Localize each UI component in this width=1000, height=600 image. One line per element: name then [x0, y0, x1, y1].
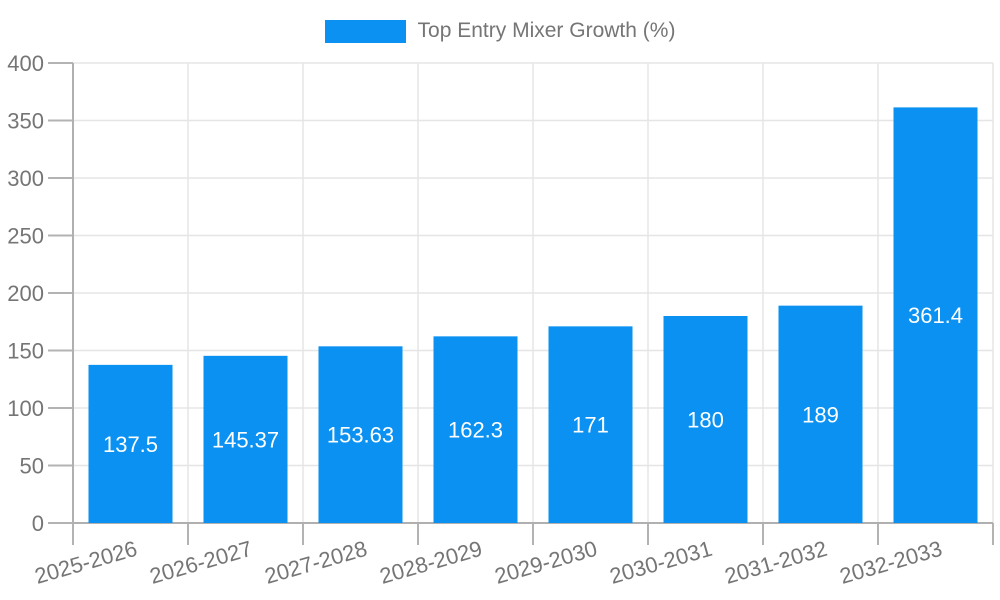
- y-tick-label: 200: [7, 281, 44, 306]
- x-tick-label: 2030-2031: [607, 536, 715, 589]
- x-tick-label: 2031-2032: [722, 536, 830, 589]
- bar-value-label: 171: [572, 413, 609, 438]
- x-tick-label: 2026-2027: [147, 536, 255, 589]
- bar-value-label: 145.37: [212, 427, 279, 452]
- y-tick-label: 250: [7, 224, 44, 249]
- bar[interactable]: [778, 305, 863, 523]
- y-tick-label: 100: [7, 396, 44, 421]
- x-tick-label: 2029-2030: [492, 536, 600, 589]
- bar-value-label: 162.3: [448, 418, 503, 443]
- bar[interactable]: [88, 364, 173, 523]
- x-tick-label: 2025-2026: [32, 536, 140, 589]
- y-tick-label: 50: [20, 454, 44, 479]
- y-tick-label: 300: [7, 166, 44, 191]
- y-tick-label: 350: [7, 109, 44, 134]
- bar[interactable]: [663, 316, 748, 523]
- bar[interactable]: [203, 355, 288, 523]
- bar-value-label: 137.5: [103, 432, 158, 457]
- bar[interactable]: [318, 346, 403, 523]
- x-tick-label: 2028-2029: [377, 536, 485, 589]
- bar-value-label: 361.4: [908, 303, 963, 328]
- x-tick-label: 2032-2033: [837, 536, 945, 589]
- bar[interactable]: [893, 107, 978, 523]
- y-tick-label: 0: [32, 511, 44, 536]
- y-tick-label: 150: [7, 339, 44, 364]
- bar-value-label: 153.63: [327, 423, 394, 448]
- bar[interactable]: [548, 326, 633, 523]
- bar[interactable]: [433, 336, 518, 523]
- bar-value-label: 180: [687, 408, 724, 433]
- x-tick-label: 2027-2028: [262, 536, 370, 589]
- y-tick-label: 400: [7, 51, 44, 76]
- bar-value-label: 189: [802, 402, 839, 427]
